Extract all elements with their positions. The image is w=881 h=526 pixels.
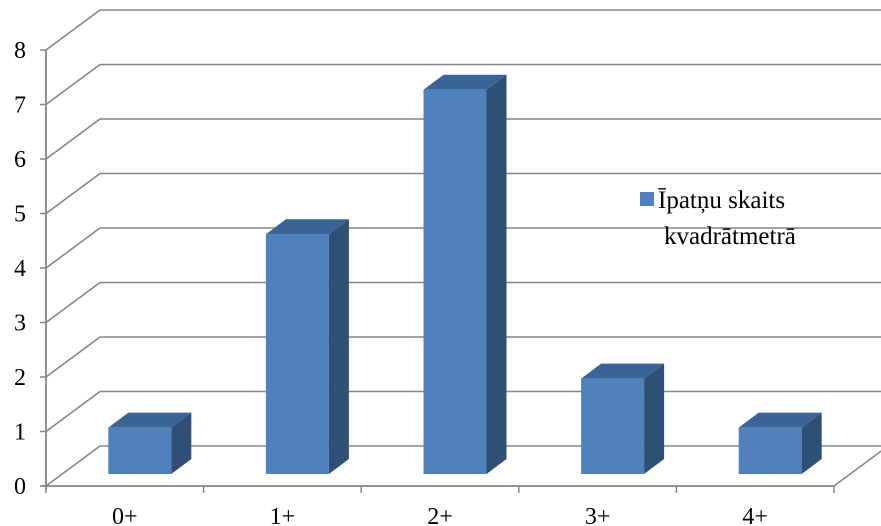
bar-side [171,412,192,474]
gridline-diagonal [45,281,101,324]
y-tick-label: 2 [14,365,26,391]
bar-side [486,74,507,475]
y-tick-label: 7 [14,93,26,119]
bar-top [108,412,192,428]
y-tick-label: 1 [14,420,26,446]
gridline-diagonal [45,445,101,487]
gridline-diagonal [45,63,101,106]
y-axis-ticks: 0 1 2 3 4 5 6 7 8 [14,38,46,500]
bar-front [108,427,172,474]
x-axis-labels: 0+ 1+ 2+ 3+ 4+ [112,504,768,526]
axes [42,50,881,493]
bar [265,219,349,474]
gridline-diagonal [45,390,101,433]
x-tick-label: 1+ [270,504,296,526]
y-tick-label: 4 [14,256,26,282]
bar-front [581,378,645,474]
bars [108,74,822,475]
bar [108,412,192,474]
gridline-diagonal [45,227,101,269]
bar-front [738,427,802,474]
x-tick-label: 0+ [112,504,138,526]
y-tick-label: 0 [14,474,26,500]
y-tick-label: 3 [14,311,26,337]
legend-label-line-2: kvadrātmetrā [664,223,796,250]
bar-front [265,234,329,474]
legend-label-line-1: Īpatņu skaits [658,187,785,214]
legend-swatch [640,192,654,206]
y-tick-label: 8 [14,38,26,64]
gridline-diagonal [45,172,101,215]
bar-side [801,412,822,474]
gridline-diagonal [45,336,101,378]
bar [738,412,822,474]
gridline-diagonal [45,118,101,160]
bar-top [265,219,349,235]
bar-side [644,363,665,474]
x-tick-label: 2+ [427,504,453,526]
gridline-diagonal [45,9,101,51]
x-tick-label: 3+ [585,504,611,526]
bar-front [423,89,487,475]
bar-side [328,219,349,474]
legend: Īpatņu skaits kvadrātmetrā [640,187,796,250]
y-tick-label: 6 [14,147,26,173]
x-tick-label: 4+ [742,504,768,526]
bar-top [581,363,665,379]
bar [581,363,665,474]
floor-edge [833,450,881,487]
bar [423,74,507,475]
bar-top [423,74,507,90]
bar-top [738,412,822,428]
y-tick-label: 5 [14,202,26,228]
